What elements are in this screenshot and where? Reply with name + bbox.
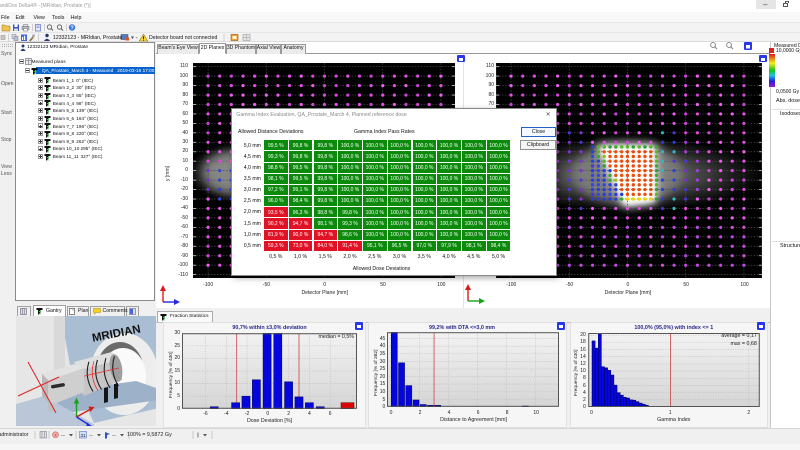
svg-text:--: -- [112, 433, 116, 439]
svg-text:×: × [54, 433, 57, 439]
svg-text:?: ? [70, 26, 74, 32]
svg-text:--: -- [61, 433, 65, 439]
svg-text:I: I [197, 433, 199, 440]
svg-text:31: 31 [80, 433, 86, 438]
svg-text:-: - [136, 35, 139, 42]
svg-text:--: -- [89, 433, 93, 439]
